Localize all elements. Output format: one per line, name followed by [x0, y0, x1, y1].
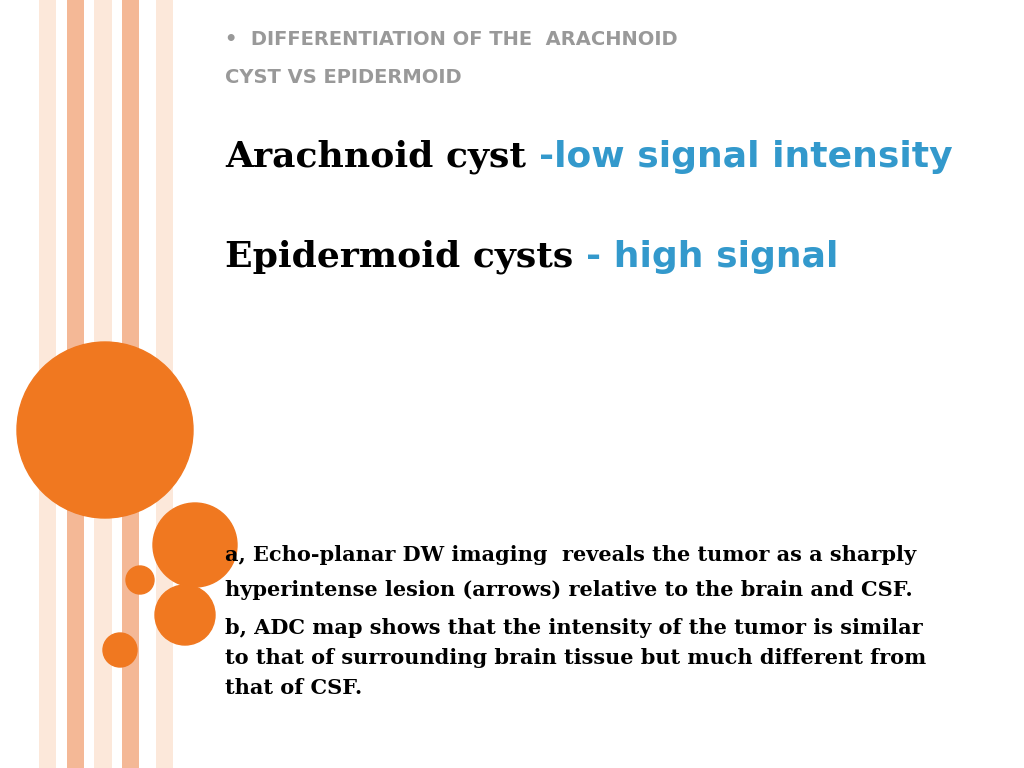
Circle shape [153, 503, 237, 587]
Text: CYST VS EPIDERMOID: CYST VS EPIDERMOID [225, 68, 462, 87]
Bar [39, 0, 56, 768]
Circle shape [155, 585, 215, 645]
Text: a, Echo-planar DW imaging  reveals the tumor as a sharply: a, Echo-planar DW imaging reveals the tu… [225, 545, 916, 565]
Bar [122, 0, 139, 768]
Text: - high signal: - high signal [586, 240, 839, 274]
Bar [67, 0, 84, 768]
Bar [156, 0, 173, 768]
Text: b, ADC map shows that the intensity of the tumor is similar: b, ADC map shows that the intensity of t… [225, 618, 923, 638]
Text: Arachnoid cyst: Arachnoid cyst [225, 140, 539, 174]
Text: •  DIFFERENTIATION OF THE  ARACHNOID: • DIFFERENTIATION OF THE ARACHNOID [225, 30, 678, 49]
Text: to that of surrounding brain tissue but much different from: to that of surrounding brain tissue but … [225, 648, 927, 668]
Text: that of CSF.: that of CSF. [225, 678, 362, 698]
Circle shape [103, 633, 137, 667]
Text: hyperintense lesion (arrows) relative to the brain and CSF.: hyperintense lesion (arrows) relative to… [225, 580, 912, 600]
Circle shape [17, 342, 193, 518]
Text: -low signal intensity: -low signal intensity [539, 140, 952, 174]
Circle shape [126, 566, 154, 594]
Bar [94, 0, 112, 768]
Text: Epidermoid cysts: Epidermoid cysts [225, 240, 586, 274]
